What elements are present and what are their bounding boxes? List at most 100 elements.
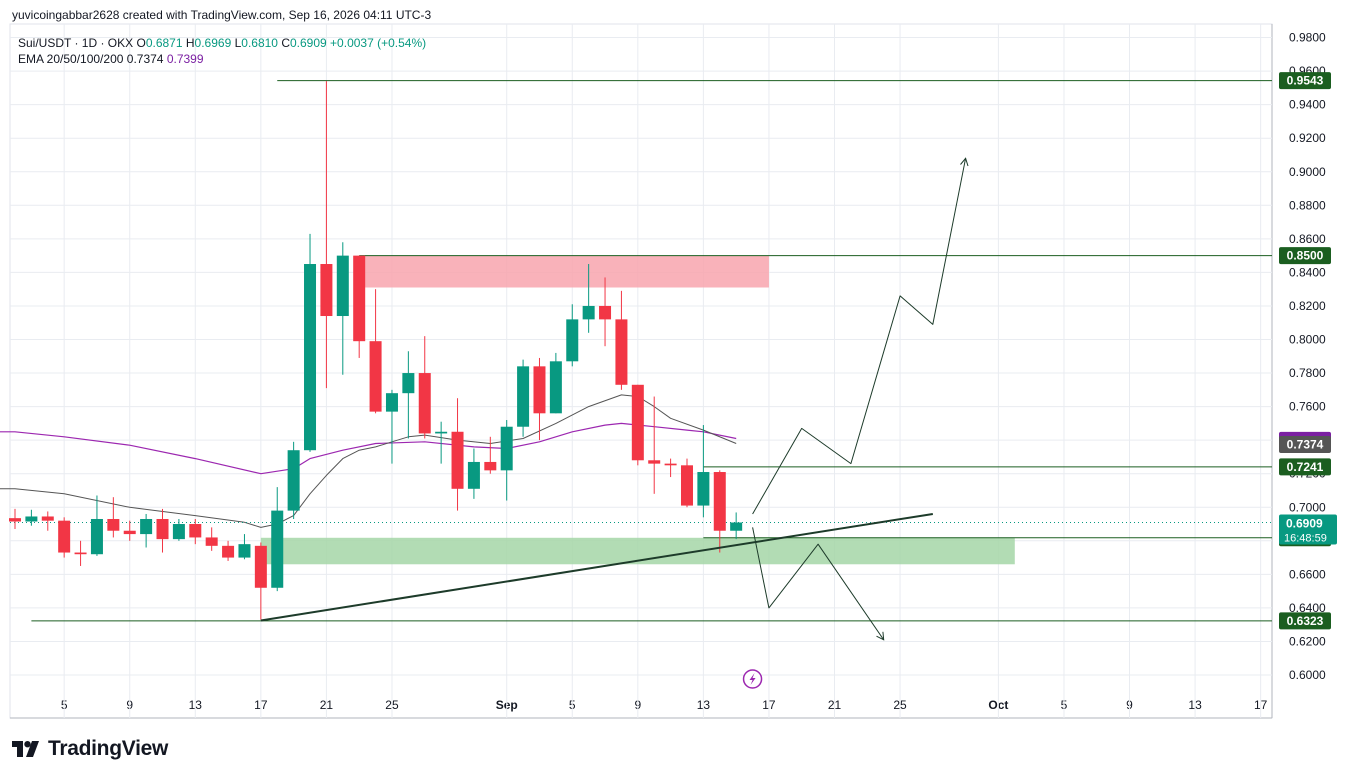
candle-body [533,366,546,414]
bearish-projection-path[interactable] [752,527,885,641]
candle-body [615,319,628,385]
candle[interactable] [41,511,54,531]
candle[interactable] [222,540,235,561]
candles[interactable] [9,81,743,620]
countdown-text: 16:48:59 [1284,533,1327,545]
candle[interactable] [172,518,185,541]
supply-zone[interactable] [359,255,769,288]
candle[interactable] [730,512,743,540]
candle[interactable] [336,242,349,375]
price-level-tag[interactable]: 0.6323 [1279,612,1331,630]
candle[interactable] [418,336,431,439]
candle[interactable] [254,542,267,620]
ema-price-tag[interactable]: 0.7374 [1279,436,1331,454]
y-tick-label: 0.7800 [1289,366,1326,380]
y-tick-label: 0.6600 [1289,567,1326,581]
candle[interactable] [484,436,497,474]
price-level-tag-text: 0.8500 [1287,249,1324,263]
candle[interactable] [402,351,415,439]
candle[interactable] [123,520,136,541]
ema-fast-line[interactable] [0,394,737,528]
candle[interactable] [664,458,677,478]
candle[interactable] [320,81,333,389]
candle[interactable] [435,421,448,464]
y-tick-label: 0.9800 [1289,31,1326,45]
candle[interactable] [369,289,382,414]
price-level-tag[interactable]: 0.7241 [1279,458,1331,476]
candle[interactable] [287,441,300,519]
candle[interactable] [517,359,530,437]
current-price-tag[interactable]: 0.6909 16:48:59 [1279,514,1337,545]
candle-body [271,510,284,588]
candle[interactable] [271,487,284,592]
candle[interactable] [680,458,693,508]
candle-body [680,465,693,506]
candle-body [648,460,661,464]
high-value: 0.6969 [194,36,232,50]
open-label: O [136,36,146,50]
candle[interactable] [648,396,661,494]
candle-body [517,366,530,427]
ascending-trendline[interactable] [260,512,933,622]
bearish-projection-path-arrowhead [876,631,885,641]
price-level-tag-text: 0.9543 [1287,74,1324,88]
candle-body [74,552,87,555]
candle[interactable] [500,420,513,501]
chart-credit: yuvicoingabbar2628 created with TradingV… [12,8,432,22]
price-level-tag-bg [1279,612,1331,630]
candle[interactable] [549,352,562,414]
open-value: 0.6871 [145,36,183,50]
y-tick-label: 0.8600 [1289,232,1326,246]
candle-body [418,373,431,434]
candle[interactable] [304,233,317,452]
candle[interactable] [140,513,153,548]
candle[interactable] [107,497,120,538]
y-tick-label: 0.6200 [1289,634,1326,648]
candle[interactable] [90,495,103,556]
candle-body [730,522,743,531]
event-lightning-icon[interactable] [742,669,763,689]
candle-body [140,518,153,535]
candle[interactable] [205,527,218,551]
price-level-tag[interactable]: 0.8500 [1279,247,1331,265]
candle[interactable] [353,255,366,358]
tradingview-brand[interactable]: TradingView [12,737,168,761]
chart-legend: Sui/USDT · 1D · OKX O0.6871 H0.6969 L0.6… [18,35,426,67]
candle-body [172,524,185,540]
candle[interactable] [582,264,595,333]
symbol-label[interactable]: Sui/USDT · 1D · OKX [18,36,134,50]
candle[interactable] [156,508,169,553]
candle[interactable] [599,277,612,347]
y-axis[interactable]: 0.98000.96000.94000.92000.90000.88000.86… [1289,31,1326,682]
tradingview-logo-icon [12,741,39,757]
bullish-projection-path[interactable] [752,158,967,515]
price-level-tag[interactable]: 0.9543 [1279,72,1331,90]
price-level-tag-text: 0.6323 [1287,614,1324,628]
ema-indicator-label[interactable]: EMA 20/50/100/200 [18,52,124,66]
candle[interactable] [238,534,251,560]
candle[interactable] [631,384,644,466]
candle[interactable] [74,540,87,566]
candle[interactable] [385,389,398,464]
close-value: 0.6909 [290,36,327,50]
brand-name: TradingView [48,737,169,760]
candle[interactable] [25,509,38,526]
candle[interactable] [566,304,579,367]
candle[interactable] [189,518,202,545]
ema-value-slow: 0.7399 [166,52,204,66]
candle[interactable] [9,508,21,530]
plot-area[interactable] [9,23,1273,719]
candle[interactable] [713,470,726,553]
y-tick-label: 0.7600 [1289,400,1326,414]
candle-body [41,516,54,521]
candle-body [402,373,415,394]
candle[interactable] [467,448,480,499]
price-level-tag-bg [1279,458,1331,476]
candle[interactable] [58,517,71,558]
candle[interactable] [697,425,710,518]
candle-body [107,518,120,531]
candle[interactable] [533,357,546,441]
candle[interactable] [615,290,628,390]
candle[interactable] [451,398,464,511]
